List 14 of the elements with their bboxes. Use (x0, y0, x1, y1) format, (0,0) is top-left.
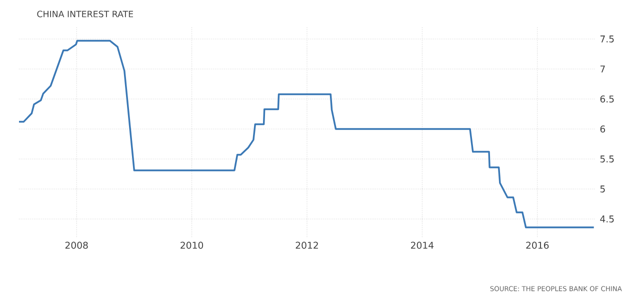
y-tick-label: 6.5 (600, 95, 614, 103)
x-tick-label: 2012 (296, 242, 318, 249)
line-series (18, 40, 595, 228)
x-tick-label: 2008 (65, 242, 88, 249)
y-tick-label: 6 (600, 125, 606, 133)
x-tick-label: 2014 (411, 242, 434, 249)
x-tick-label: 2010 (180, 242, 204, 249)
chart-title: CHINA INTEREST RATE (37, 10, 134, 18)
y-tick-label: 5 (600, 186, 605, 192)
y-tick-label: 4.5 (600, 216, 614, 222)
y-tick-label: 5.5 (600, 156, 614, 162)
y-tick-label: 7.5 (600, 36, 614, 42)
x-tick-label: 2016 (526, 242, 549, 249)
y-tick-label: 7 (600, 66, 605, 72)
